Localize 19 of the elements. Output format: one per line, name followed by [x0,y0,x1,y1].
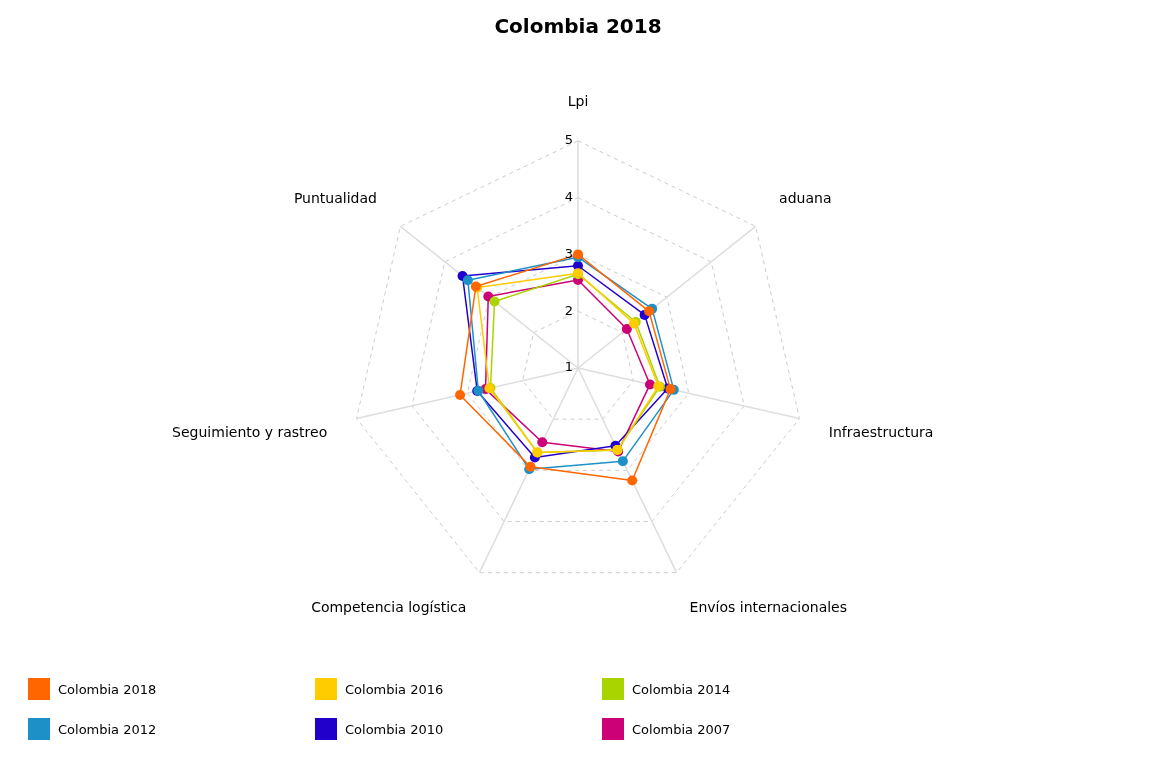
y-tick-label: 1 [564,359,573,375]
chart-title: Colombia 2018 [494,14,662,39]
y-tick-label: 5 [564,132,573,148]
y-tick-label: 3 [564,245,573,261]
spoke-label: Infraestructura [828,424,934,441]
legend-label: Colombia 2007 [632,721,731,737]
legend-label: Colombia 2016 [345,681,444,697]
legend-label: Colombia 2012 [58,721,157,737]
y-tick-label: 2 [564,302,573,318]
spoke-label: Lpi [567,93,589,110]
y-tick-label: 4 [564,188,573,204]
spoke-label: Competencia logística [311,598,467,615]
spoke-label: Envíos internacionales [689,598,848,615]
legend-label: Colombia 2018 [58,681,157,697]
spoke-label: Seguimiento y rastreo [172,424,328,441]
spoke-label: aduana [779,189,832,206]
legend-label: Colombia 2010 [345,721,444,737]
spoke-label: Puntualidad [293,189,377,206]
legend-label: Colombia 2014 [632,681,731,697]
